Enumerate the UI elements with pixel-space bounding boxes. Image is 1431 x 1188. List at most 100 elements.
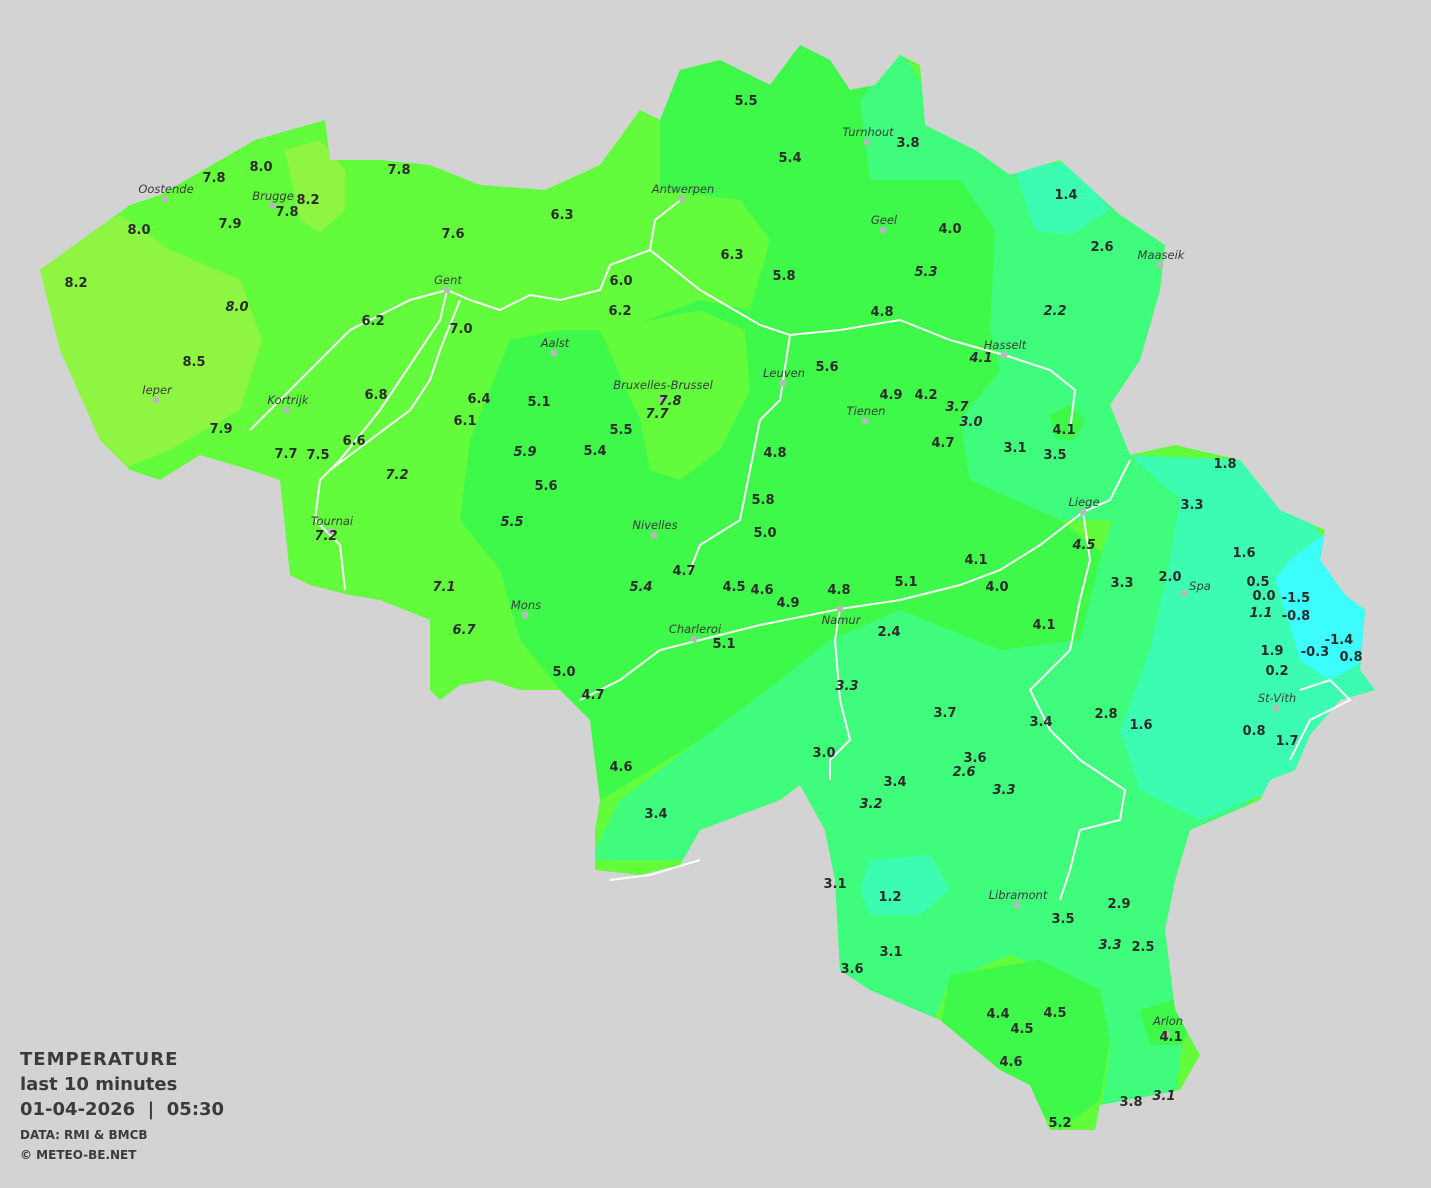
temperature-reading: 3.3 xyxy=(1098,938,1121,953)
city-label: Libramont xyxy=(989,888,1048,902)
map-legend: TEMPERATURE last 10 minutes 01-04-2026 |… xyxy=(20,1047,224,1165)
temperature-reading: 3.8 xyxy=(896,136,919,151)
band-5-area xyxy=(940,960,1110,1130)
city-label: Geel xyxy=(871,213,898,227)
city-marker-icon xyxy=(678,195,686,203)
temperature-reading: 2.0 xyxy=(1158,570,1181,585)
temperature-reading: 7.1 xyxy=(432,580,455,595)
city-marker-icon xyxy=(1272,704,1280,712)
city-marker-icon xyxy=(1180,589,1188,597)
temperature-reading: 7.8 xyxy=(658,394,681,409)
temperature-reading: 5.2 xyxy=(1048,1116,1071,1131)
temperature-reading: 7.9 xyxy=(209,422,232,437)
data-source: DATA: RMI & BMCB xyxy=(20,1128,148,1142)
city-marker-icon xyxy=(550,349,558,357)
temperature-reading: 3.8 xyxy=(1119,1095,1142,1110)
temperature-reading: 2.6 xyxy=(952,765,975,780)
temperature-reading: 4.8 xyxy=(827,583,850,598)
temperature-reading: 3.2 xyxy=(859,797,882,812)
city-antwerpen: Antwerpen xyxy=(651,182,715,203)
temperature-reading: 5.5 xyxy=(609,423,632,438)
temperature-reading: 5.1 xyxy=(894,575,917,590)
temperature-reading: 6.7 xyxy=(452,623,476,638)
temperature-reading: 4.6 xyxy=(609,760,632,775)
temperature-reading: 3.1 xyxy=(879,945,902,960)
city-brugge: Brugge xyxy=(252,189,294,210)
temperature-reading: 1.4 xyxy=(1054,188,1077,203)
temperature-reading: 5.8 xyxy=(772,269,795,284)
city-marker-icon xyxy=(1163,1030,1171,1038)
temperature-reading: 2.5 xyxy=(1131,940,1154,955)
band-5-area xyxy=(1050,405,1085,440)
city-label: Ieper xyxy=(142,383,173,397)
temperature-reading: 2.4 xyxy=(877,625,900,640)
temperature-reading: 3.3 xyxy=(992,783,1015,798)
temperature-reading: 4.1 xyxy=(964,553,987,568)
city-namur: Namur xyxy=(822,605,862,627)
city-nivelles: Nivelles xyxy=(632,518,678,539)
city-label: Nivelles xyxy=(632,518,677,532)
temperature-reading: 5.4 xyxy=(778,151,801,166)
city-marker-icon xyxy=(779,379,787,387)
city-label: Spa xyxy=(1189,579,1211,593)
city-marker-icon xyxy=(1000,351,1008,359)
city-label: Leuven xyxy=(763,366,805,380)
river-line xyxy=(689,334,791,571)
city-libramont: Libramont xyxy=(989,888,1048,909)
city-kortrijk: Kortrijk xyxy=(267,393,310,414)
temperature-reading: 8.0 xyxy=(225,300,248,315)
band-5-area xyxy=(460,45,1110,800)
temperature-reading: 4.1 xyxy=(968,351,992,366)
temperature-reading: 0.8 xyxy=(1339,650,1362,665)
city-label: St-Vith xyxy=(1258,691,1296,705)
temperature-reading: 6.0 xyxy=(609,274,632,289)
city-label: Charleroi xyxy=(669,622,722,636)
temperature-reading: 7.9 xyxy=(218,217,241,232)
temperature-reading: 3.6 xyxy=(840,962,863,977)
river-line xyxy=(329,299,461,471)
temperature-reading: 0.0 xyxy=(1252,589,1275,604)
city-liege: Liege xyxy=(1068,495,1100,516)
temperature-reading: 5.0 xyxy=(552,665,575,680)
temperature-reading: 3.4 xyxy=(644,807,667,822)
temperature-reading: 5.6 xyxy=(815,360,838,375)
city-marker-icon xyxy=(161,195,169,203)
temperature-reading: 8.2 xyxy=(64,276,87,291)
river-line xyxy=(1289,678,1352,761)
temperature-reading: -0.3 xyxy=(1301,645,1329,660)
temperature-reading: 6.8 xyxy=(364,388,387,403)
temperature-reading: 3.7 xyxy=(945,400,969,415)
copyright: © METEO-BE.NET xyxy=(20,1148,137,1162)
city-marker-icon xyxy=(863,138,871,146)
temperature-reading: 6.2 xyxy=(361,314,384,329)
temperature-reading: 1.2 xyxy=(878,890,901,905)
city-hasselt: Hasselt xyxy=(984,338,1027,359)
map-title: TEMPERATURE xyxy=(20,1049,179,1070)
band-1-area xyxy=(1015,160,1110,235)
city-st-vith: St-Vith xyxy=(1258,691,1296,712)
temperature-reading: 7.7 xyxy=(274,447,297,462)
temperature-reading: 4.5 xyxy=(722,580,745,595)
temperature-reading: 5.5 xyxy=(734,94,757,109)
city-ieper: Ieper xyxy=(142,383,173,404)
band-1-area xyxy=(860,855,950,915)
temperature-reading: 1.7 xyxy=(1275,734,1298,749)
temperature-reading: 5.3 xyxy=(914,265,937,280)
temperature-reading: 3.4 xyxy=(1029,715,1052,730)
temperature-reading: 6.4 xyxy=(467,392,490,407)
temperature-reading: 1.6 xyxy=(1129,718,1152,733)
temperature-reading: 4.2 xyxy=(914,388,937,403)
temperature-reading: 3.3 xyxy=(1110,576,1133,591)
city-label: Aalst xyxy=(540,336,570,350)
city-label: Tienen xyxy=(847,404,886,418)
city-label: Antwerpen xyxy=(651,182,715,196)
city-label: Namur xyxy=(822,613,862,627)
map-datetime: 01-04-2026 | 05:30 xyxy=(20,1099,225,1120)
band-8-area xyxy=(285,140,345,232)
city-spa: Spa xyxy=(1180,579,1211,597)
temperature-reading: 3.1 xyxy=(1003,441,1026,456)
city-geel: Geel xyxy=(871,213,898,234)
temperature-reading: -1.5 xyxy=(1282,591,1310,606)
city-arlon: Arlon xyxy=(1152,1014,1183,1038)
temperature-reading: 5.4 xyxy=(583,444,606,459)
